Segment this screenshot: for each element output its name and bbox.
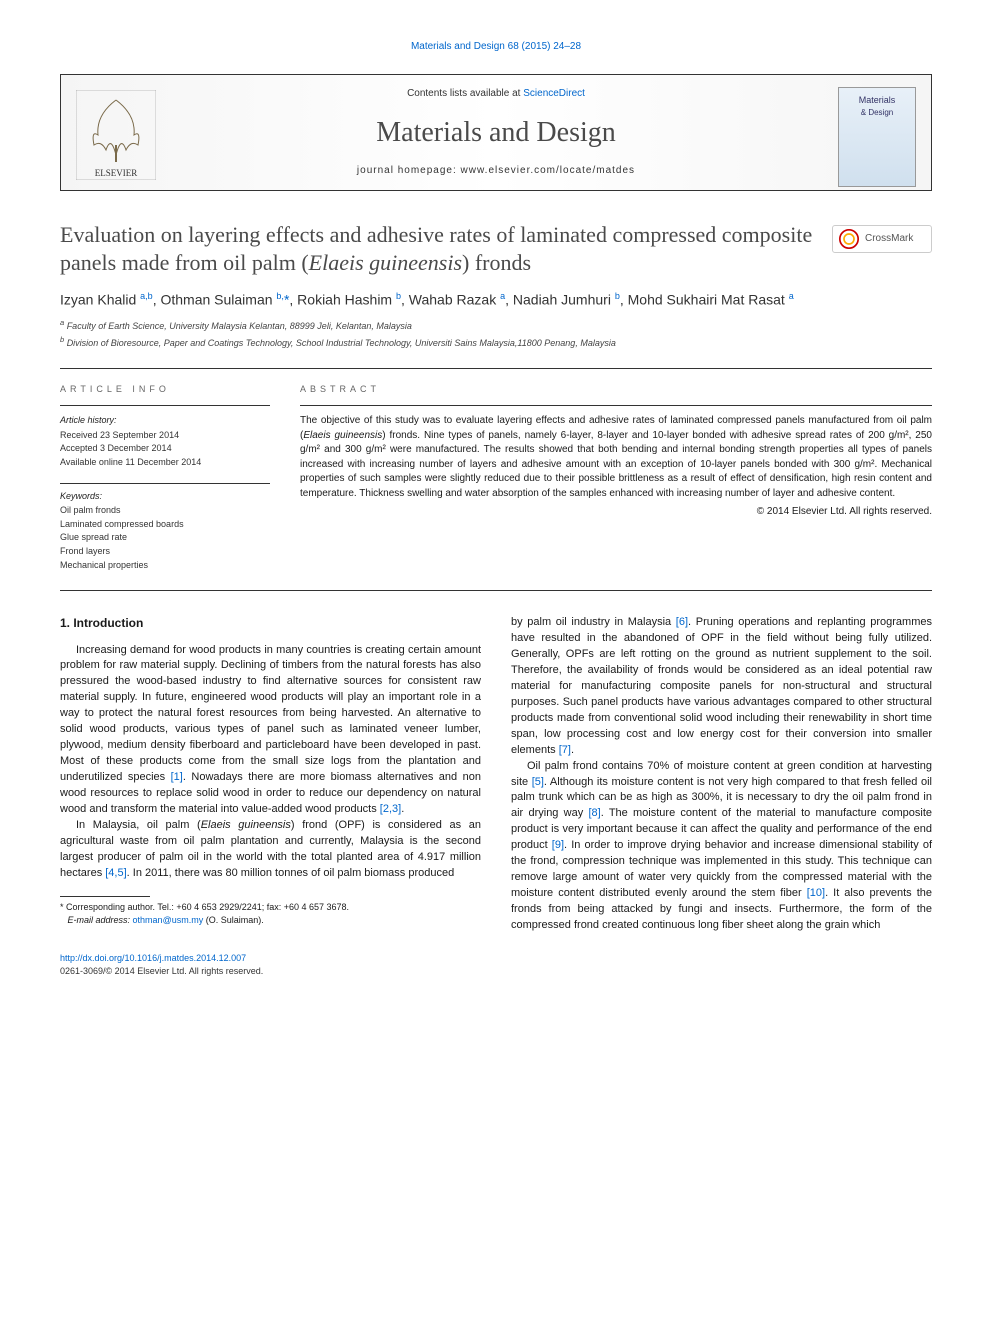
body-text: In Malaysia, oil palm ( (76, 819, 201, 831)
homepage-prefix: journal homepage: (357, 165, 461, 176)
authors-line: Izyan Khalid a,b, Othman Sulaiman b,*, R… (60, 290, 932, 310)
citation-link[interactable]: [8] (588, 807, 600, 819)
article-info-column: ARTICLE INFO Article history: Received 2… (60, 383, 270, 573)
divider-bottom (60, 590, 932, 591)
body-paragraph: by palm oil industry in Malaysia [6]. Pr… (511, 615, 932, 758)
cover-title-line2: & Design (839, 107, 915, 118)
footnote-separator (60, 896, 150, 897)
keyword: Mechanical properties (60, 559, 270, 572)
body-text: . Pruning operations and replanting prog… (511, 616, 932, 756)
corresponding-author-footnote: * Corresponding author. Tel.: +60 4 653 … (60, 901, 481, 914)
citation-link[interactable]: [6] (676, 616, 688, 628)
title-species-italic: Elaeis guineensis (309, 250, 462, 275)
affiliation-b: b Division of Bioresource, Paper and Coa… (60, 335, 932, 350)
body-paragraph: Oil palm frond contains 70% of moisture … (511, 759, 932, 934)
body-text: by palm oil industry in Malaysia (511, 616, 676, 628)
svg-text:ELSEVIER: ELSEVIER (95, 168, 138, 178)
abstract-part: ) fronds. Nine types of panels, namely 6… (300, 430, 932, 499)
keyword: Glue spread rate (60, 531, 270, 544)
body-species-italic: Elaeis guineensis (201, 819, 291, 831)
body-text: . In 2011, there was 80 million tonnes o… (127, 867, 455, 879)
section-heading-intro: 1. Introduction (60, 615, 481, 632)
doi-link[interactable]: http://dx.doi.org/10.1016/j.matdes.2014.… (60, 953, 246, 963)
journal-homepage: journal homepage: www.elsevier.com/locat… (181, 164, 811, 178)
citation-link[interactable]: [5] (532, 776, 544, 788)
masthead: ELSEVIER Materials & Design Contents lis… (60, 74, 932, 191)
online-date: Available online 11 December 2014 (60, 456, 270, 469)
title-block: Evaluation on layering effects and adhes… (60, 221, 932, 276)
elsevier-tree-icon: ELSEVIER (76, 90, 156, 180)
email-suffix: (O. Sulaiman). (203, 915, 264, 925)
abstract-column: ABSTRACT The objective of this study was… (300, 383, 932, 573)
citation-link[interactable]: [7] (559, 744, 571, 756)
body-text: Increasing demand for wood products in m… (60, 644, 481, 784)
email-link[interactable]: othman@usm.my (133, 915, 204, 925)
body-two-column: 1. Introduction Increasing demand for wo… (60, 615, 932, 934)
crossmark-icon (839, 229, 859, 249)
elsevier-logo: ELSEVIER (76, 90, 156, 180)
keyword: Laminated compressed boards (60, 518, 270, 531)
citation-link[interactable]: [2,3] (380, 803, 401, 815)
keywords-heading: Keywords: (60, 490, 270, 503)
email-footnote: E-mail address: othman@usm.my (O. Sulaim… (60, 914, 481, 927)
accepted-date: Accepted 3 December 2014 (60, 442, 270, 455)
keyword: Frond layers (60, 545, 270, 558)
issn-copyright: 0261-3069/© 2014 Elsevier Ltd. All right… (60, 966, 263, 976)
title-post: ) fronds (462, 250, 531, 275)
article-info-heading: ARTICLE INFO (60, 383, 270, 396)
keyword: Oil palm fronds (60, 504, 270, 517)
body-paragraph: In Malaysia, oil palm (Elaeis guineensis… (60, 818, 481, 882)
body-paragraph: Increasing demand for wood products in m… (60, 643, 481, 818)
info-abstract-row: ARTICLE INFO Article history: Received 2… (60, 369, 932, 591)
journal-cover-thumbnail: Materials & Design (838, 87, 916, 187)
abstract-copyright: © 2014 Elsevier Ltd. All rights reserved… (300, 505, 932, 519)
citation-link[interactable]: [9] (552, 839, 564, 851)
contents-line: Contents lists available at ScienceDirec… (181, 87, 811, 101)
crossmark-label: CrossMark (865, 232, 913, 246)
history-heading: Article history: (60, 414, 270, 427)
crossmark-badge[interactable]: CrossMark (832, 225, 932, 253)
email-label: E-mail address: (68, 915, 133, 925)
citation-link[interactable]: [1] (171, 771, 183, 783)
body-text: . (401, 803, 404, 815)
homepage-url[interactable]: www.elsevier.com/locate/matdes (461, 165, 636, 176)
received-date: Received 23 September 2014 (60, 429, 270, 442)
affiliations: a Faculty of Earth Science, University M… (60, 318, 932, 349)
page-footer: http://dx.doi.org/10.1016/j.matdes.2014.… (60, 952, 932, 977)
journal-reference: Materials and Design 68 (2015) 24–28 (60, 40, 932, 54)
journal-ref-link[interactable]: Materials and Design 68 (2015) 24–28 (411, 41, 581, 52)
abstract-species-italic: Elaeis guineensis (303, 430, 382, 441)
contents-prefix: Contents lists available at (407, 88, 523, 99)
abstract-heading: ABSTRACT (300, 383, 932, 396)
cover-title-line1: Materials (839, 94, 915, 107)
body-text: . (571, 744, 574, 756)
citation-link[interactable]: [4,5] (105, 867, 126, 879)
journal-title: Materials and Design (181, 113, 811, 152)
affiliation-a: a Faculty of Earth Science, University M… (60, 318, 932, 333)
abstract-text: The objective of this study was to evalu… (300, 414, 932, 501)
sciencedirect-link[interactable]: ScienceDirect (523, 88, 585, 99)
citation-link[interactable]: [10] (807, 887, 825, 899)
article-title: Evaluation on layering effects and adhes… (60, 221, 822, 276)
